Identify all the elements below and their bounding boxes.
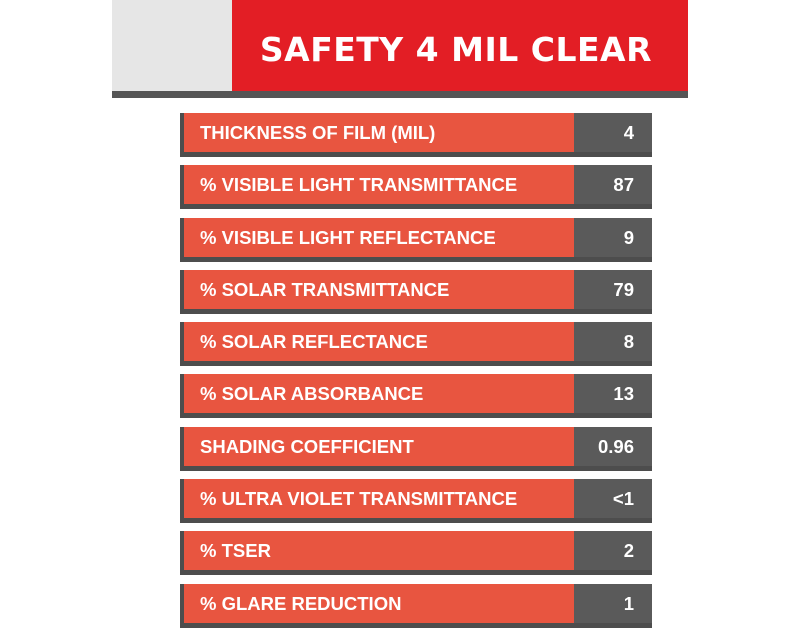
header-grey-block: [112, 0, 232, 91]
row-edge: [180, 426, 184, 467]
spec-value: 9: [574, 217, 652, 257]
spec-value: 2: [574, 531, 652, 571]
spec-row-visible-light-reflectance: % VISIBLE LIGHT REFLECTANCE 9: [180, 217, 652, 262]
spec-table: THICKNESS OF FILM (MIL) 4 % VISIBLE LIGH…: [180, 113, 652, 636]
spec-row-solar-transmittance: % SOLAR TRANSMITTANCE 79: [180, 269, 652, 314]
spec-label: % SOLAR TRANSMITTANCE: [184, 269, 574, 309]
row-edge: [180, 583, 184, 624]
spec-value: 13: [574, 374, 652, 414]
spec-row-glare-reduction: % GLARE REDUCTION 1: [180, 583, 652, 628]
row-shadow: [180, 152, 652, 157]
page-title: SAFETY 4 MIL CLEAR: [259, 30, 652, 69]
row-edge: [180, 269, 184, 310]
header-shadow-bar: [112, 91, 688, 98]
row-shadow: [180, 570, 652, 576]
row-edge: [180, 165, 184, 206]
spec-row-tser: % TSER 2: [180, 531, 652, 576]
spec-value: 4: [574, 113, 652, 152]
spec-label: % VISIBLE LIGHT REFLECTANCE: [184, 217, 574, 257]
row-shadow: [180, 256, 652, 262]
row-edge: [180, 322, 184, 363]
spec-label: % TSER: [184, 531, 574, 571]
spec-row-uv-transmittance: % ULTRA VIOLET TRANSMITTANCE <1: [180, 479, 652, 524]
spec-row-solar-absorbance: % SOLAR ABSORBANCE 13: [180, 374, 652, 419]
spec-label: % SOLAR ABSORBANCE: [184, 374, 574, 414]
header-red-block: SAFETY 4 MIL CLEAR: [232, 0, 688, 91]
spec-label: % VISIBLE LIGHT TRANSMITTANCE: [184, 165, 574, 205]
spec-label: % SOLAR REFLECTANCE: [184, 322, 574, 362]
row-edge: [180, 374, 184, 415]
spec-value: 1: [574, 583, 652, 623]
spec-label: SHADING COEFFICIENT: [184, 426, 574, 466]
spec-row-visible-light-transmittance: % VISIBLE LIGHT TRANSMITTANCE 87: [180, 165, 652, 210]
spec-value: 8: [574, 322, 652, 362]
spec-value: 79: [574, 269, 652, 309]
spec-label: THICKNESS OF FILM (MIL): [184, 113, 574, 152]
row-edge: [180, 113, 184, 153]
row-edge: [180, 217, 184, 258]
row-shadow: [180, 622, 652, 628]
row-edge: [180, 479, 184, 520]
spec-label: % ULTRA VIOLET TRANSMITTANCE: [184, 479, 574, 519]
header-banner: SAFETY 4 MIL CLEAR: [112, 0, 688, 98]
spec-value: <1: [574, 479, 652, 519]
row-shadow: [180, 518, 652, 524]
row-shadow: [180, 413, 652, 419]
row-edge: [180, 531, 184, 572]
spec-value: 87: [574, 165, 652, 205]
row-shadow: [180, 465, 652, 471]
row-shadow: [180, 361, 652, 367]
row-shadow: [180, 308, 652, 314]
spec-value: 0.96: [574, 426, 652, 466]
row-shadow: [180, 204, 652, 210]
spec-row-shading-coefficient: SHADING COEFFICIENT 0.96: [180, 426, 652, 471]
spec-label: % GLARE REDUCTION: [184, 583, 574, 623]
spec-row-solar-reflectance: % SOLAR REFLECTANCE 8: [180, 322, 652, 367]
spec-row-thickness: THICKNESS OF FILM (MIL) 4: [180, 113, 652, 157]
